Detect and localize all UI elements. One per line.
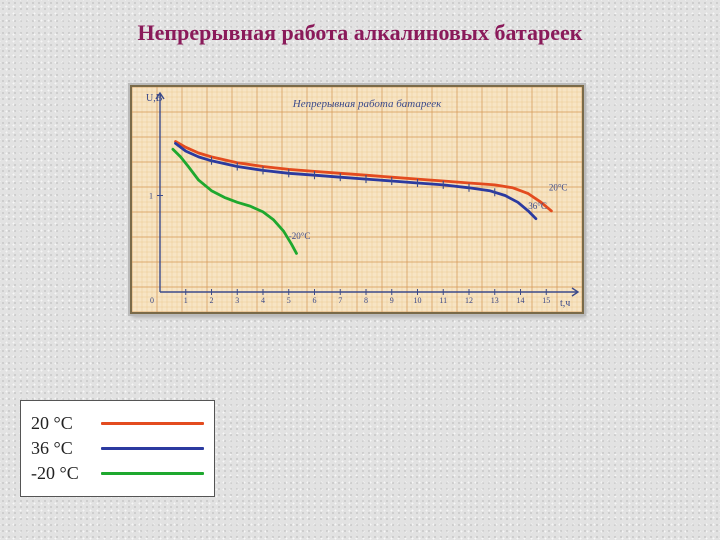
svg-text:7: 7 xyxy=(338,296,342,305)
legend-row: 20 °C xyxy=(31,413,204,434)
svg-text:14: 14 xyxy=(517,296,525,305)
svg-text:2: 2 xyxy=(210,296,214,305)
svg-text:U,В: U,В xyxy=(146,93,163,104)
legend-swatch xyxy=(101,472,204,475)
svg-text:6: 6 xyxy=(313,296,317,305)
legend-box: 20 °C 36 °C -20 °C xyxy=(20,400,215,497)
page-title: Непрерывная работа алкалиновых батареек xyxy=(0,20,720,46)
legend-label: 20 °C xyxy=(31,413,101,434)
svg-text:36°C: 36°C xyxy=(528,201,547,211)
chart-container: 12345678910111213141510U,Вt,чНепрерывная… xyxy=(130,85,584,314)
svg-text:0: 0 xyxy=(150,296,154,305)
svg-text:9: 9 xyxy=(390,296,394,305)
svg-text:11: 11 xyxy=(439,296,447,305)
legend-swatch xyxy=(101,422,204,425)
legend-row: 36 °C xyxy=(31,438,204,459)
svg-text:4: 4 xyxy=(261,296,265,305)
svg-text:5: 5 xyxy=(287,296,291,305)
svg-text:t,ч: t,ч xyxy=(560,298,570,309)
svg-text:20°C: 20°C xyxy=(549,183,568,193)
legend-label: -20 °C xyxy=(31,463,101,484)
legend-label: 36 °C xyxy=(31,438,101,459)
svg-text:15: 15 xyxy=(542,296,550,305)
svg-text:8: 8 xyxy=(364,296,368,305)
svg-text:3: 3 xyxy=(235,296,239,305)
svg-text:-20°C: -20°C xyxy=(289,231,311,241)
svg-text:1: 1 xyxy=(184,296,188,305)
svg-text:13: 13 xyxy=(491,296,499,305)
legend-row: -20 °C xyxy=(31,463,204,484)
page-root: Непрерывная работа алкалиновых батареек … xyxy=(0,0,720,540)
svg-text:12: 12 xyxy=(465,296,473,305)
chart-svg: 12345678910111213141510U,Вt,чНепрерывная… xyxy=(132,87,582,312)
svg-text:Непрерывная работа батареек: Непрерывная работа батареек xyxy=(292,98,442,110)
svg-text:10: 10 xyxy=(414,296,422,305)
legend-swatch xyxy=(101,447,204,450)
svg-text:1: 1 xyxy=(149,192,153,201)
